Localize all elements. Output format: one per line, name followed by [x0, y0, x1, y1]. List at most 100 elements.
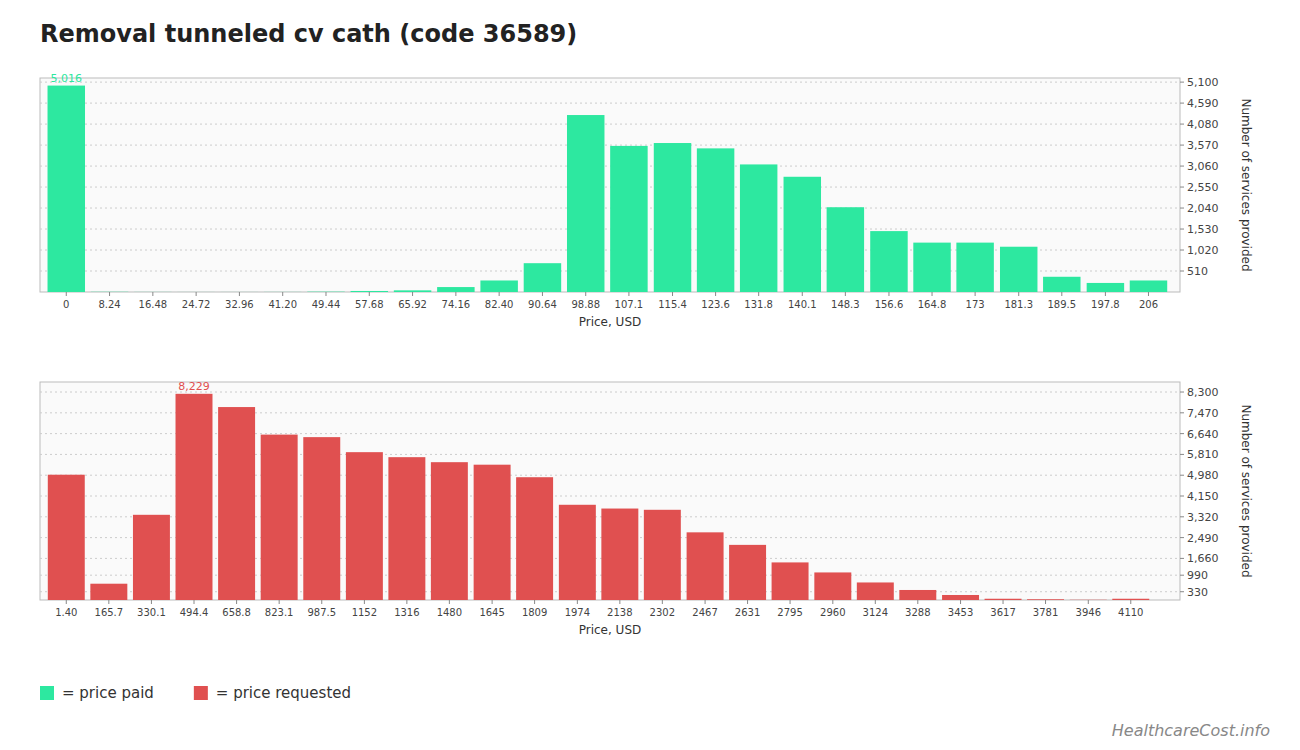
bar — [644, 510, 681, 600]
x-tick — [585, 292, 586, 296]
y-tick — [1180, 591, 1184, 592]
bar — [388, 457, 425, 600]
x-tick — [282, 292, 283, 296]
x-tick-label: 189.5 — [1047, 299, 1076, 310]
x-tick — [492, 600, 493, 604]
y-tick-label: 7,470 — [1187, 407, 1219, 420]
bar — [48, 475, 85, 600]
x-tick-label: 823.1 — [265, 607, 294, 618]
bar — [221, 291, 258, 292]
bar — [870, 231, 907, 292]
y-tick-label: 990 — [1187, 569, 1208, 582]
x-tick — [917, 600, 918, 604]
x-tick — [66, 600, 67, 604]
x-tick — [369, 292, 370, 296]
x-tick — [321, 600, 322, 604]
x-tick-label: 330.1 — [137, 607, 166, 618]
x-tick-label: 1974 — [565, 607, 590, 618]
x-tick — [239, 292, 240, 296]
bar — [942, 595, 979, 600]
x-tick-label: 65.92 — [398, 299, 427, 310]
x-tick-label: 1.40 — [55, 607, 77, 618]
y-tick — [1180, 575, 1184, 576]
bar — [985, 599, 1022, 600]
y-tick-label: 4,980 — [1187, 469, 1219, 482]
x-tick-label: 2795 — [777, 607, 802, 618]
y-tick — [1180, 392, 1184, 393]
bar — [1027, 599, 1064, 600]
x-tick-label: 49.44 — [312, 299, 341, 310]
bar — [474, 465, 511, 600]
x-tick-label: 3453 — [948, 607, 973, 618]
bar — [827, 207, 864, 292]
y-axis-label: Number of services provided — [1239, 98, 1253, 271]
bar — [687, 532, 724, 600]
x-tick-label: 1152 — [352, 607, 377, 618]
bar — [218, 407, 255, 600]
x-tick-label: 3781 — [1033, 607, 1058, 618]
x-tick — [672, 292, 673, 296]
bar — [303, 437, 340, 600]
x-tick-label: 164.8 — [918, 299, 947, 310]
y-tick — [1180, 271, 1184, 272]
x-tick — [628, 292, 629, 296]
legend-label: = price requested — [216, 684, 351, 702]
annotation: 8,229 — [178, 380, 210, 393]
x-tick — [1018, 292, 1019, 296]
x-tick — [542, 292, 543, 296]
y-tick — [1180, 124, 1184, 125]
bar — [601, 509, 638, 600]
x-tick — [888, 292, 889, 296]
x-tick-label: 165.7 — [95, 607, 124, 618]
y-tick-label: 2,490 — [1187, 532, 1219, 545]
y-tick-label: 1,660 — [1187, 552, 1219, 565]
x-tick-label: 658.8 — [222, 607, 251, 618]
x-tick-label: 197.8 — [1091, 299, 1120, 310]
background — [0, 0, 1300, 750]
x-tick-label: 140.1 — [788, 299, 817, 310]
y-axis-label: Number of services provided — [1239, 404, 1253, 577]
bar — [814, 572, 851, 600]
x-tick — [662, 600, 663, 604]
x-tick — [802, 292, 803, 296]
grid-line — [40, 82, 1180, 83]
x-tick — [406, 600, 407, 604]
y-tick-label: 330 — [1187, 586, 1208, 599]
bar — [654, 143, 691, 292]
x-tick — [747, 600, 748, 604]
y-tick — [1180, 250, 1184, 251]
bar — [133, 515, 170, 600]
x-tick — [449, 600, 450, 604]
bar — [176, 394, 213, 600]
x-tick — [534, 600, 535, 604]
bar — [90, 584, 127, 600]
x-tick — [152, 292, 153, 296]
x-tick — [619, 600, 620, 604]
bar — [516, 477, 553, 600]
bar — [697, 148, 734, 292]
chart: 3309901,6602,4903,3204,1504,9805,8106,64… — [40, 380, 1253, 637]
x-tick-label: 173 — [966, 299, 985, 310]
x-tick — [108, 600, 109, 604]
x-tick — [960, 600, 961, 604]
x-tick — [577, 600, 578, 604]
y-tick — [1180, 166, 1184, 167]
x-tick — [932, 292, 933, 296]
x-tick-label: 82.40 — [485, 299, 514, 310]
bar — [91, 291, 128, 292]
y-tick — [1180, 433, 1184, 434]
bar — [351, 291, 388, 292]
bar — [346, 452, 383, 600]
legend-swatch — [194, 686, 208, 700]
y-tick — [1180, 82, 1184, 83]
x-tick — [66, 292, 67, 296]
bar — [264, 291, 301, 292]
grid-line — [40, 229, 1180, 230]
x-tick — [875, 600, 876, 604]
x-tick — [499, 292, 500, 296]
grid-line — [40, 392, 1180, 393]
x-tick — [109, 292, 110, 296]
bar — [261, 435, 298, 600]
y-tick-label: 4,590 — [1187, 97, 1219, 110]
x-tick-label: 181.3 — [1004, 299, 1033, 310]
